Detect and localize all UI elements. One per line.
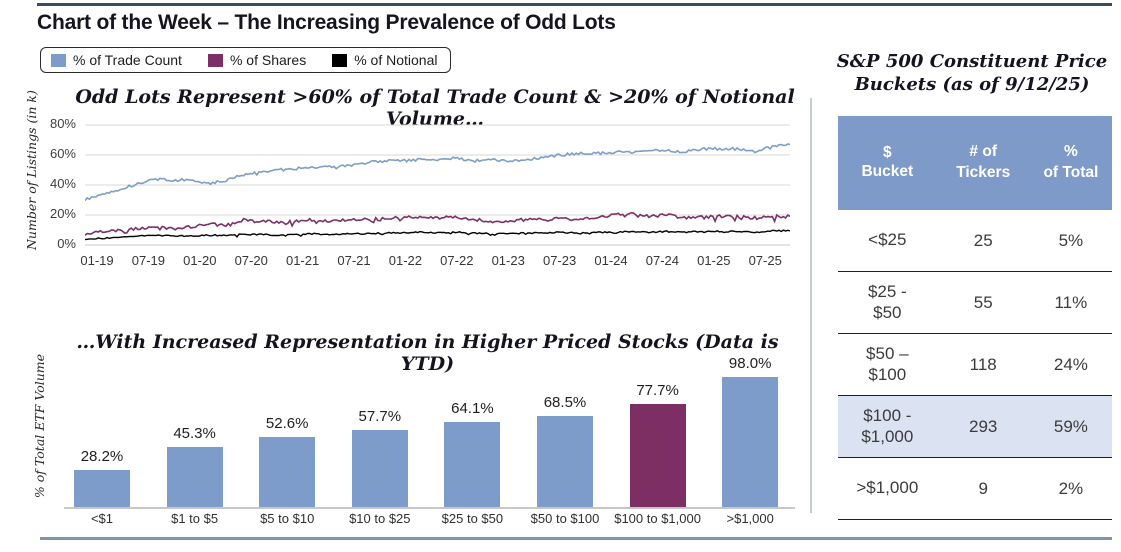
pct-of-total-cell: 2% xyxy=(1058,478,1084,498)
bar-chart-title: …With Increased Representation in Higher… xyxy=(76,331,779,375)
x-tick-label: 01-24 xyxy=(594,253,628,268)
bar-value-label: 57.7% xyxy=(358,408,402,426)
bar-value-label: 45.3% xyxy=(173,424,216,442)
bar-category-label: $25 to $50 xyxy=(441,511,504,526)
y-tick-label: 40% xyxy=(49,176,76,191)
bar-category-label: $50 to $100 xyxy=(530,511,600,526)
tickers-cell: 25 xyxy=(973,230,993,250)
bar-value-label: 77.7% xyxy=(636,381,679,399)
bar-category-label: <$1 xyxy=(90,511,114,526)
line-series-0 xyxy=(84,143,791,202)
legend-item: % of Notional xyxy=(332,52,438,68)
x-tick-label: 01-21 xyxy=(285,253,320,268)
pct-of-total-cell: 11% xyxy=(1054,292,1088,312)
pct-of-total-cell: 5% xyxy=(1058,230,1084,250)
bucket-cell: $25 - $50 xyxy=(867,282,907,322)
bar-value-label: 64.1% xyxy=(451,399,494,417)
pct-of-total-cell: 59% xyxy=(1053,416,1088,436)
table-header-cell: % of Total xyxy=(1043,143,1099,181)
x-tick-label: 01-22 xyxy=(388,253,423,268)
bar-value-label: 98.0% xyxy=(728,354,772,372)
table-row: >$1,000 9 2% xyxy=(838,457,1112,520)
legend-item: % of Shares xyxy=(207,52,307,68)
bar-chart-y-axis-label: % of Total ETF Volume xyxy=(32,353,47,499)
side-table-title: S&P 500 Constituent Price Buckets (as of… xyxy=(836,51,1108,95)
tickers-cell: 293 xyxy=(969,416,998,436)
bar: 28.2% xyxy=(74,448,130,507)
bar-category-label: $5 to $10 xyxy=(260,511,315,526)
line-series-2 xyxy=(84,229,791,241)
line-chart-svg xyxy=(84,124,791,246)
bar-category-label: $100 to $1,000 xyxy=(614,511,701,526)
pct-of-total-cell: 24% xyxy=(1053,354,1088,374)
price-buckets-table: $ Bucket # of Tickers % of Total <$25 25 5% $… xyxy=(838,116,1112,520)
x-tick-label: 07-19 xyxy=(131,253,166,268)
bar-category-label: >$1,000 xyxy=(726,511,774,526)
legend-swatch-icon xyxy=(332,53,348,67)
line-chart-x-ticks: 01-19 07-19 01-20 07-20 01-21 07-21 01-22 07-22… xyxy=(80,253,790,271)
legend-swatch-icon xyxy=(51,53,66,67)
x-tick-label: 07-22 xyxy=(440,253,474,268)
x-tick-label: 07-24 xyxy=(645,253,680,268)
line-series-1 xyxy=(84,211,791,236)
tickers-cell: 118 xyxy=(969,354,997,374)
bar-category-label: $1 to $5 xyxy=(171,511,219,526)
table-row: $50 – $100 118 24% xyxy=(838,333,1112,395)
bar: 98.0% xyxy=(722,355,779,507)
bar-value-label: 52.6% xyxy=(265,415,309,433)
y-tick-label: 20% xyxy=(49,206,76,221)
x-tick-label: 01-23 xyxy=(491,253,525,268)
y-tick-label: 0% xyxy=(57,236,76,251)
bottom-divider xyxy=(40,537,1112,540)
bar-chart-category-labels: <$1 $1 to $5 $5 to $10 $10 to $25 $25 to $50… xyxy=(74,511,794,529)
bar-chart-plot-area: 28.2% 45.3% 52.6% 57.7% 64.1% 68.5% 77.7% 98.0% xyxy=(74,355,794,507)
bucket-cell: <$25 xyxy=(868,230,907,250)
y-tick-label: 80% xyxy=(49,116,76,131)
tickers-cell: 9 xyxy=(978,478,988,498)
table-row: $25 - $50 55 11% xyxy=(838,271,1112,333)
bar-value-label: 68.5% xyxy=(543,394,587,412)
legend-swatch-icon xyxy=(207,53,223,67)
top-divider xyxy=(37,3,1112,6)
chart-legend: % of Trade Count % of Shares % of Notional xyxy=(40,47,451,73)
table-body: <$25 25 5% $25 - $50 55 11% $50 – $100 118 24% $1… xyxy=(838,210,1112,520)
bar: 45.3% xyxy=(166,425,223,507)
table-header-cell: $ Bucket xyxy=(861,144,914,180)
legend-item-label: % of Shares xyxy=(229,52,307,68)
x-tick-label: 07-21 xyxy=(337,253,371,268)
bar-chart-baseline xyxy=(64,507,795,509)
tickers-cell: 55 xyxy=(973,292,993,312)
bucket-cell: $100 - $1,000 xyxy=(861,406,914,446)
x-tick-label: 07-20 xyxy=(234,253,268,268)
table-row: $100 - $1,000 293 59% xyxy=(838,395,1112,457)
bar: 68.5% xyxy=(537,394,593,507)
table-row: <$25 25 5% xyxy=(838,210,1112,271)
x-tick-label: 07-25 xyxy=(748,253,782,268)
bucket-cell: $50 – $100 xyxy=(866,344,909,384)
bar: 77.7% xyxy=(629,382,686,507)
legend-item: % of Trade Count xyxy=(51,52,182,68)
x-tick-label: 01-25 xyxy=(697,253,731,268)
bar-category-label: $10 to $25 xyxy=(349,511,411,526)
bar: 52.6% xyxy=(259,415,316,507)
x-tick-label: 01-19 xyxy=(80,253,114,268)
x-tick-label: 07-23 xyxy=(542,253,577,268)
bar: 64.1% xyxy=(444,400,501,507)
vertical-divider xyxy=(810,98,812,513)
x-tick-label: 01-20 xyxy=(183,253,217,268)
bucket-cell: >$1,000 xyxy=(856,478,919,498)
legend-item-label: % of Notional xyxy=(354,52,438,68)
legend-item-label: % of Trade Count xyxy=(73,52,182,68)
table-header-row: $ Bucket # of Tickers % of Total xyxy=(838,116,1112,210)
line-chart-plot-area xyxy=(84,117,791,249)
table-header-cell: # of Tickers xyxy=(956,143,1011,181)
y-tick-label: 60% xyxy=(49,146,76,161)
page-title: Chart of the Week – The Increasing Preva… xyxy=(37,11,616,34)
bar: 57.7% xyxy=(351,408,408,507)
bar-value-label: 28.2% xyxy=(80,447,124,465)
